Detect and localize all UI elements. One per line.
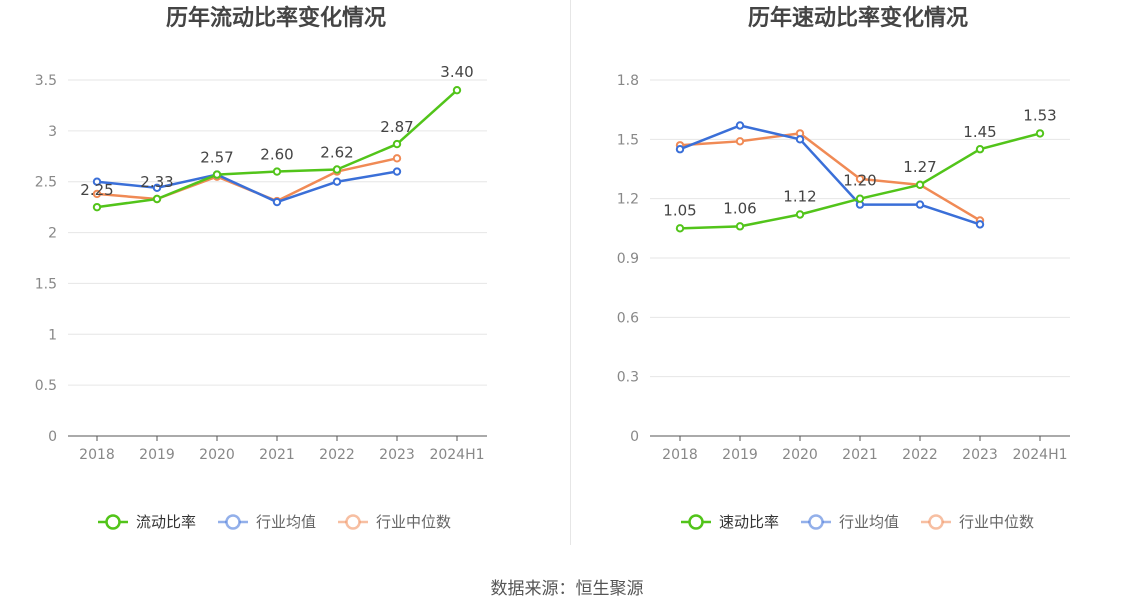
x-tick-label: 2018	[79, 447, 115, 463]
y-tick-label: 0	[630, 429, 639, 445]
data-label: 1.53	[1023, 106, 1056, 124]
data-point	[92, 202, 102, 212]
y-tick-label: 2	[48, 226, 57, 242]
legend-swatch-marker	[928, 514, 944, 530]
legend-swatch-marker	[808, 514, 824, 530]
data-point	[675, 224, 685, 233]
data-label: 3.40	[440, 63, 473, 81]
x-tick-label: 2019	[722, 447, 758, 463]
y-tick-label: 1.5	[35, 276, 57, 292]
data-label: 1.27	[903, 158, 936, 176]
y-tick-label: 1.5	[617, 132, 639, 148]
legend-item-1: 流动比率	[98, 513, 196, 531]
x-tick-label: 2023	[962, 447, 998, 463]
legend-item-2: 行业均值	[801, 513, 899, 531]
data-point	[212, 170, 222, 179]
data-point	[915, 200, 925, 209]
series-line-2	[96, 170, 398, 204]
chart-2: 历年速动比率变化情况 0 0.3 0.6 0.9 1.2 1.5 1.8 2018 2019 202…	[617, 5, 1070, 531]
data-point	[152, 194, 162, 204]
data-point	[735, 121, 745, 130]
x-tick-label: 2022	[319, 447, 355, 463]
data-label: 1.05	[663, 201, 696, 219]
data-point	[392, 139, 402, 149]
data-label: 2.60	[260, 146, 293, 164]
x-tick-label: 2022	[902, 447, 938, 463]
y-tick-label: 1.8	[617, 73, 639, 89]
y-tick-label: 0.6	[617, 310, 639, 326]
legend-swatch-marker	[225, 514, 241, 530]
legend-label: 速动比率	[719, 513, 779, 531]
data-point	[392, 167, 402, 176]
data-label: 1.20	[843, 172, 876, 190]
x-tick-label: 2020	[782, 447, 818, 463]
legend-item-3: 行业中位数	[921, 513, 1034, 531]
data-point	[452, 85, 462, 95]
data-source-note: 数据来源：恒生聚源	[490, 579, 644, 599]
legend-label: 流动比率	[136, 513, 196, 531]
chart-title: 历年流动比率变化情况	[166, 5, 386, 31]
y-tick-label: 0.9	[617, 251, 639, 267]
x-tick-label: 2019	[139, 447, 175, 463]
y-tick-label: 3.5	[35, 73, 57, 89]
x-tick-label: 2018	[662, 447, 698, 463]
legend-label: 行业中位数	[959, 513, 1034, 531]
data-label: 1.45	[963, 123, 996, 141]
y-tick-label: 0	[48, 429, 57, 445]
x-tick-label: 2021	[842, 447, 878, 463]
data-point	[1035, 129, 1045, 138]
data-point	[975, 220, 985, 229]
data-point	[915, 180, 925, 190]
data-point	[152, 183, 162, 193]
chart-1: 历年流动比率变化情况 0 0.5 1 1.5 2 2.5 3 3.5 2018 2019 2020 20…	[35, 5, 487, 531]
legend-item-1: 速动比率	[681, 513, 779, 531]
legend-label: 行业均值	[256, 513, 316, 531]
series-line-3	[679, 132, 981, 222]
data-label: 1.06	[723, 199, 756, 217]
legend-item-2: 行业均值	[218, 513, 316, 531]
data-point	[735, 137, 745, 146]
legend-swatch-marker	[688, 514, 704, 530]
x-tick-label: 2021	[259, 447, 295, 463]
data-label: 2.57	[200, 149, 233, 167]
legend-label: 行业均值	[839, 513, 899, 531]
legend-item-3: 行业中位数	[338, 513, 451, 531]
data-label: 1.12	[783, 187, 816, 205]
data-label: 2.62	[320, 144, 353, 162]
data-point	[735, 222, 745, 231]
y-tick-label: 3	[48, 124, 57, 140]
x-tick-label: 2024H1	[429, 447, 484, 463]
legend-swatch-marker	[345, 514, 361, 530]
series-line-2	[679, 124, 981, 226]
data-point	[675, 145, 685, 154]
data-point	[92, 189, 102, 199]
y-tick-label: 1	[48, 327, 57, 343]
legend-label: 行业中位数	[376, 513, 451, 531]
data-label: 2.33	[140, 173, 173, 191]
legend-swatch-marker	[105, 514, 121, 530]
data-point	[92, 177, 102, 186]
data-label: 2.87	[380, 118, 413, 136]
y-tick-label: 1.2	[617, 192, 639, 208]
chart-title: 历年速动比率变化情况	[748, 5, 968, 31]
data-label: 2.25	[80, 181, 113, 199]
y-tick-label: 0.3	[617, 370, 639, 386]
x-tick-label: 2024H1	[1012, 447, 1067, 463]
data-point	[272, 167, 282, 176]
data-point	[855, 174, 865, 184]
data-point	[332, 177, 342, 186]
y-tick-label: 2.5	[35, 175, 57, 191]
x-tick-label: 2020	[199, 447, 235, 463]
panel-divider	[570, 0, 571, 545]
data-point	[272, 197, 282, 207]
x-tick-label: 2023	[379, 447, 415, 463]
data-point	[795, 135, 805, 144]
data-point	[855, 194, 865, 203]
data-point	[975, 145, 985, 154]
data-point	[795, 210, 805, 219]
y-tick-label: 0.5	[35, 378, 57, 394]
data-point	[332, 165, 342, 174]
data-point	[392, 154, 402, 163]
